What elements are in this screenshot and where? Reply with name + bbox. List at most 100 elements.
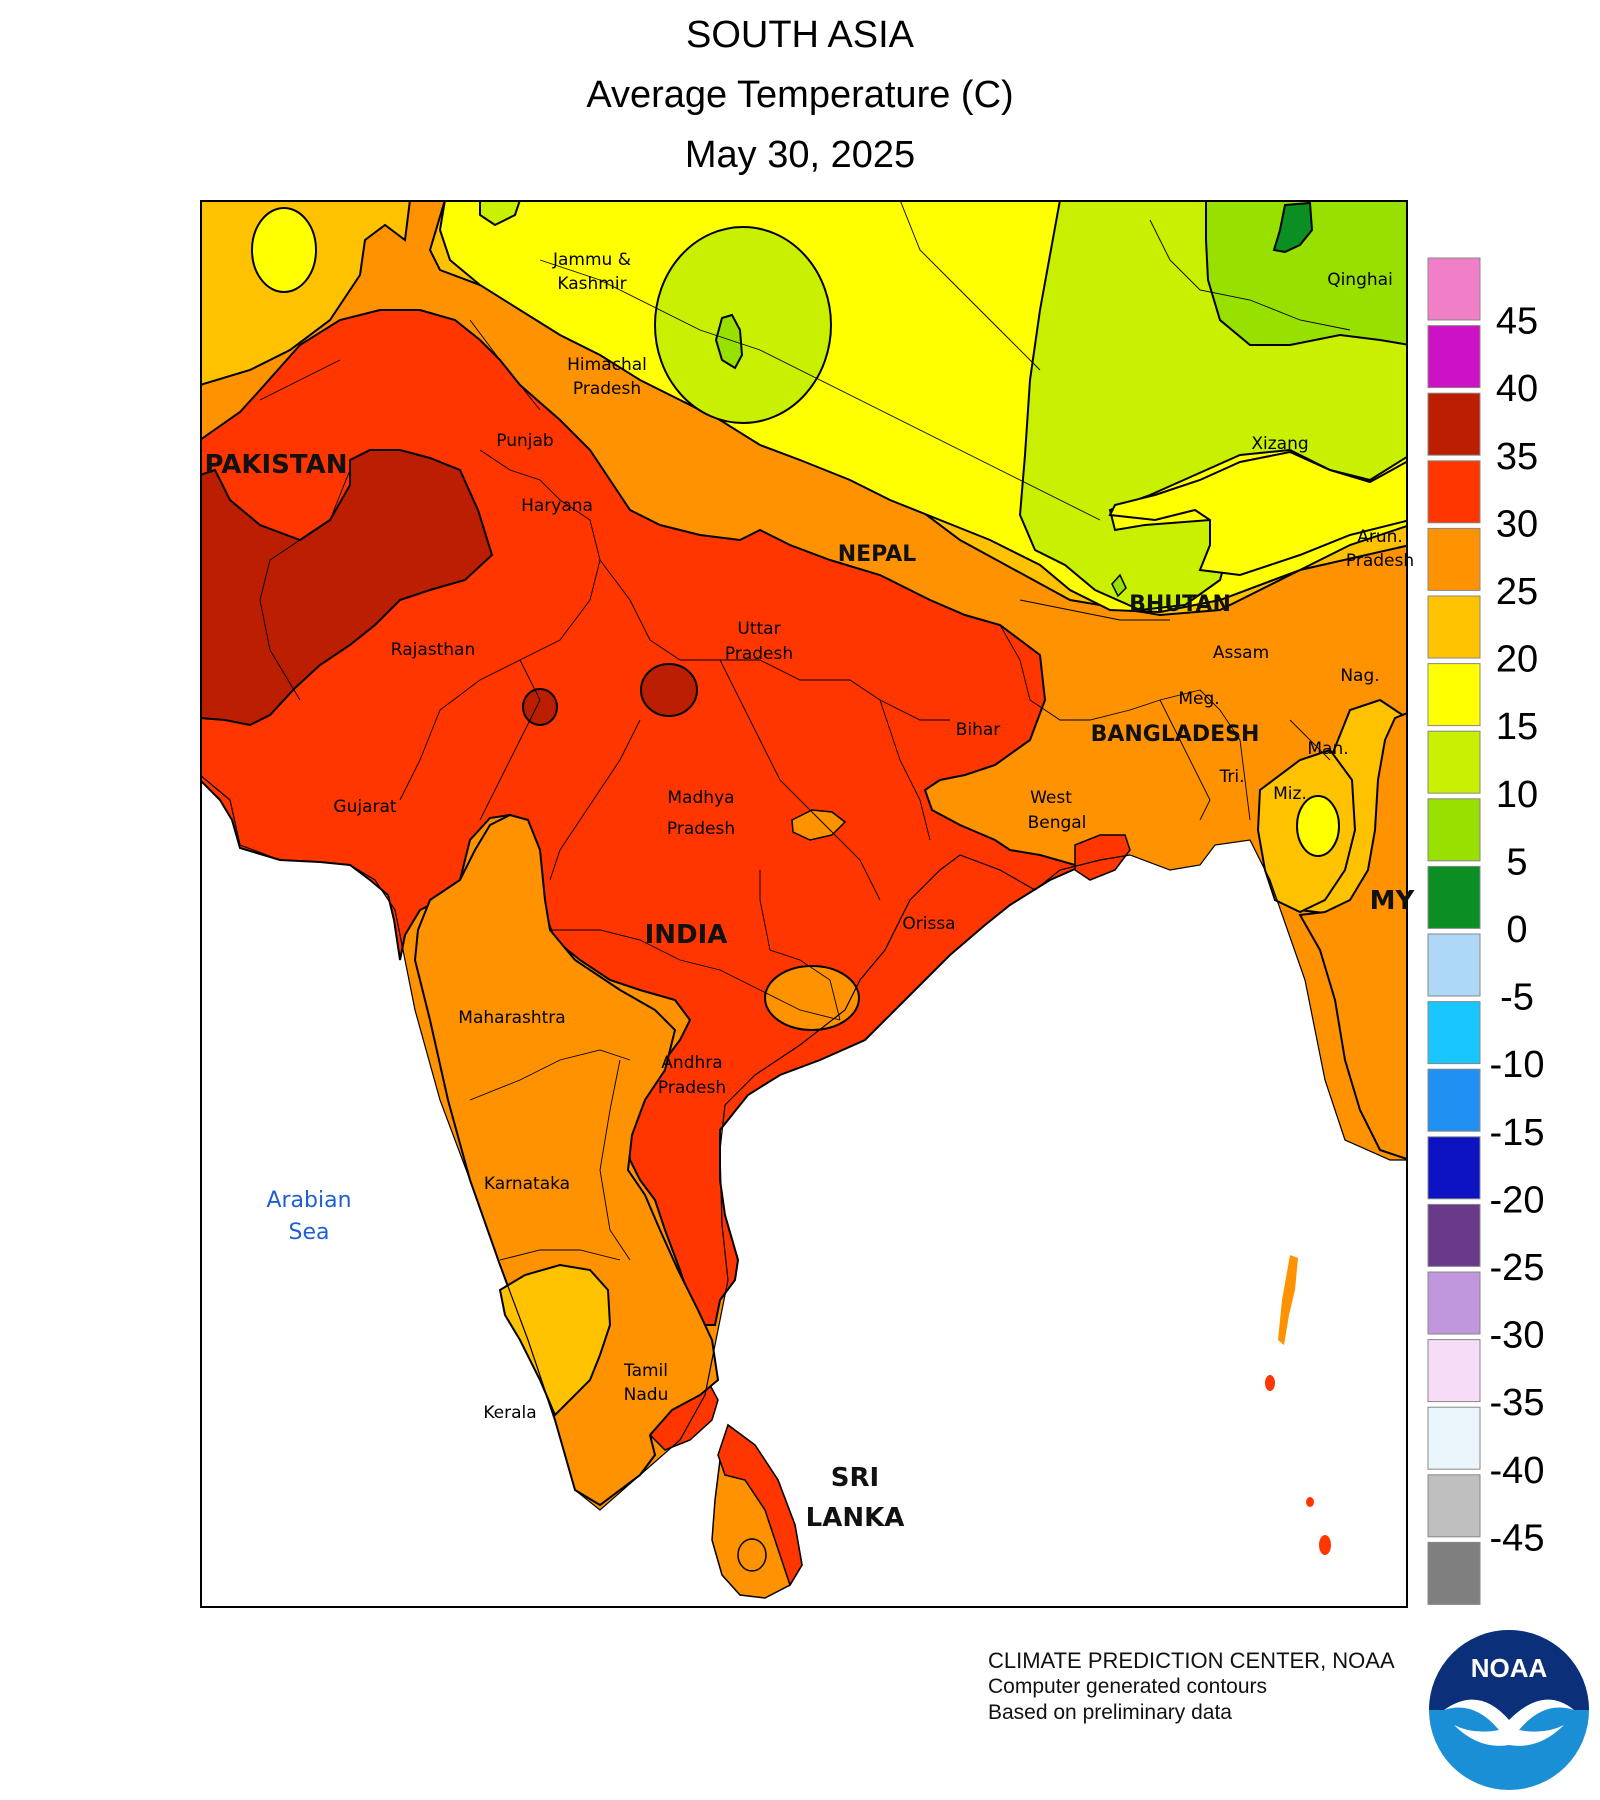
label-man: Man. bbox=[1307, 739, 1348, 759]
label-bhutan: BHUTAN bbox=[1129, 592, 1231, 617]
label-himachal-1: Himachal bbox=[567, 355, 647, 375]
label-westbengal-2: Bengal bbox=[1028, 813, 1087, 833]
zone-5-10-bhutan-dot bbox=[1111, 573, 1127, 598]
colorbar-swatch bbox=[1427, 1406, 1481, 1470]
label-arabian: Arabian bbox=[266, 1188, 351, 1213]
colorbar-tick-label: 10 bbox=[1496, 774, 1538, 816]
zone-15-20-pocket bbox=[1108, 450, 1407, 577]
credits: CLIMATE PREDICTION CENTER, NOAA Computer… bbox=[988, 1648, 1395, 1726]
zone-5-10-kashmir bbox=[714, 313, 744, 370]
car-nicobar bbox=[1265, 1375, 1275, 1391]
credit-line-2: Computer generated contours bbox=[988, 1675, 1267, 1698]
zone-25-30-mp-patch bbox=[791, 809, 847, 841]
label-bihar: Bihar bbox=[956, 720, 1001, 740]
zone-25-30-myanmar bbox=[1298, 712, 1407, 1161]
map-title-variable: Average Temperature (C) bbox=[586, 74, 1014, 116]
colorbar-swatch bbox=[1427, 1541, 1481, 1605]
country-labels: PAKISTAN INDIA NEPAL BHUTAN BANGLADESH S… bbox=[205, 450, 1416, 1533]
label-sri: SRI bbox=[831, 1463, 879, 1493]
label-uttar-1: Uttar bbox=[737, 619, 780, 639]
label-uttar-2: Pradesh bbox=[725, 644, 793, 664]
andaman-islands bbox=[1278, 1255, 1298, 1345]
label-andhra-1: Andhra bbox=[661, 1053, 722, 1073]
colorbar-tick-label: 5 bbox=[1506, 841, 1527, 883]
colorbar-swatch bbox=[1427, 730, 1481, 794]
label-bangladesh: BANGLADESH bbox=[1091, 722, 1260, 747]
colorbar-swatch bbox=[1427, 325, 1481, 389]
credit-line-1: CLIMATE PREDICTION CENTER, NOAA bbox=[988, 1648, 1395, 1673]
label-jammu-2: Kashmir bbox=[557, 274, 626, 294]
colorbar-tick-label: 45 bbox=[1496, 301, 1538, 343]
colorbar-swatch bbox=[1427, 798, 1481, 862]
label-orissa: Orissa bbox=[902, 914, 955, 934]
noaa-logo: NOAA bbox=[1429, 1630, 1589, 1790]
zone-35-40-mp-a bbox=[640, 663, 698, 717]
label-jammu-1: Jammu & bbox=[552, 250, 631, 270]
colorbar-swatch bbox=[1427, 1339, 1481, 1403]
colorbar-tick-label: 35 bbox=[1496, 436, 1538, 478]
colorbar-swatch bbox=[1427, 257, 1481, 321]
label-madhya-2: Pradesh bbox=[667, 819, 735, 839]
colorbar-tick-label: -35 bbox=[1490, 1382, 1545, 1424]
zone-35-40-mp-b bbox=[522, 688, 558, 726]
label-myanmar-partial: MY bbox=[1370, 886, 1416, 916]
zone-30-35-bengal bbox=[1074, 834, 1131, 881]
nicobar-islands bbox=[1319, 1535, 1331, 1555]
colorbar-tick-label: -20 bbox=[1490, 1179, 1545, 1221]
label-assam: Assam bbox=[1213, 643, 1269, 663]
label-maharashtra: Maharashtra bbox=[458, 1008, 565, 1028]
label-tamil-1: Tamil bbox=[623, 1361, 668, 1381]
label-pakistan: PAKISTAN bbox=[205, 450, 348, 480]
label-madhya-1: Madhya bbox=[667, 788, 734, 808]
colorbar-tick-label: -40 bbox=[1490, 1450, 1545, 1492]
colorbar-tick-label: 20 bbox=[1496, 639, 1538, 681]
zone-15-20-nw bbox=[251, 207, 317, 293]
colorbar-swatch bbox=[1427, 1203, 1481, 1267]
colorbar-swatch bbox=[1427, 1136, 1481, 1200]
label-tamil-2: Nadu bbox=[624, 1385, 669, 1405]
colorbar-swatch bbox=[1427, 1001, 1481, 1065]
zone-10-15-top bbox=[479, 201, 521, 227]
label-lanka: LANKA bbox=[806, 1503, 905, 1533]
colorbar-tick-label: -5 bbox=[1500, 977, 1534, 1019]
label-himachal-2: Pradesh bbox=[573, 379, 641, 399]
colorbar-tick-label: 0 bbox=[1506, 909, 1527, 951]
label-nepal: NEPAL bbox=[838, 542, 917, 567]
state-labels: Jammu & Kashmir Himachal Pradesh Punjab … bbox=[333, 250, 1414, 1423]
zone-10-15-kashmir bbox=[654, 226, 832, 424]
colorbar-tick-label: 30 bbox=[1496, 503, 1538, 545]
nicobar-islands-2 bbox=[1306, 1497, 1314, 1507]
label-karnataka: Karnataka bbox=[484, 1174, 570, 1194]
label-punjab: Punjab bbox=[496, 431, 553, 451]
colorbar-swatch bbox=[1427, 1474, 1481, 1538]
zone-25-30-chhattisgarh bbox=[764, 965, 860, 1031]
label-haryana: Haryana bbox=[521, 496, 593, 516]
noaa-logo-text: NOAA bbox=[1471, 1653, 1548, 1683]
zone-5-10-qinghai bbox=[1205, 201, 1407, 346]
label-sea: Sea bbox=[289, 1220, 330, 1245]
label-meg: Meg. bbox=[1178, 689, 1219, 709]
label-arun-2: Pradesh bbox=[1346, 551, 1414, 571]
colorbar: 45 40 35 30 25 20 15 10 5 0 -5 -10 -15 -20 -25 -30 -35 -4… bbox=[1427, 257, 1545, 1605]
label-rajasthan: Rajasthan bbox=[391, 640, 476, 660]
colorbar-swatch bbox=[1427, 865, 1481, 929]
zone-15-20-mizoram bbox=[1296, 795, 1340, 857]
label-westbengal-1: West bbox=[1030, 788, 1072, 808]
colorbar-tick-label: 25 bbox=[1496, 571, 1538, 613]
label-andhra-2: Pradesh bbox=[658, 1078, 726, 1098]
zone-0-5 bbox=[1272, 201, 1314, 254]
admin-boundaries bbox=[259, 201, 1351, 1261]
coastline-west bbox=[201, 775, 1407, 1511]
zone-20-25-kerala bbox=[498, 1263, 612, 1417]
label-arun-1: Arun. bbox=[1357, 527, 1403, 547]
colorbar-tick-label: -45 bbox=[1490, 1517, 1545, 1559]
credit-line-3: Based on preliminary data bbox=[988, 1701, 1232, 1724]
colorbar-swatch bbox=[1427, 392, 1481, 456]
label-gujarat: Gujarat bbox=[333, 797, 396, 817]
colorbar-tick-label: -10 bbox=[1490, 1044, 1545, 1086]
map-title-region: SOUTH ASIA bbox=[685, 14, 915, 56]
colorbar-tick-label: -30 bbox=[1490, 1315, 1545, 1357]
colorbar-swatch bbox=[1427, 1271, 1481, 1335]
colorbar-swatch bbox=[1427, 663, 1481, 727]
